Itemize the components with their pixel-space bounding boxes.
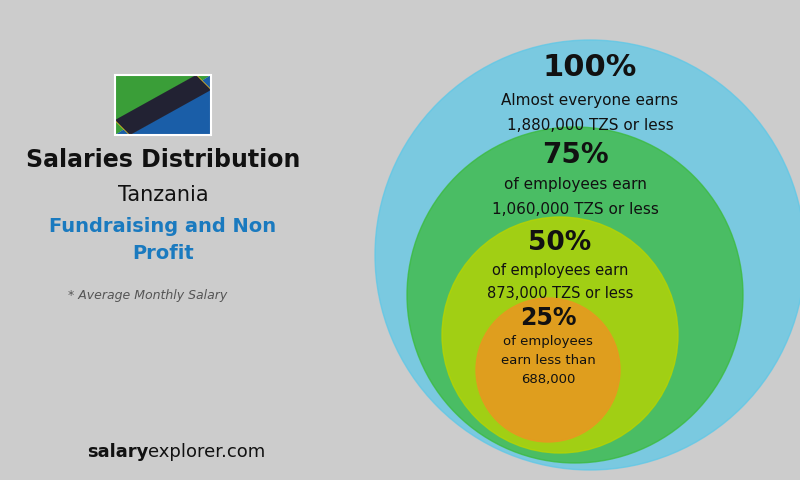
Circle shape [442, 217, 678, 453]
Polygon shape [115, 75, 211, 135]
Polygon shape [115, 75, 211, 135]
Polygon shape [115, 75, 211, 135]
Circle shape [375, 40, 800, 470]
Text: salary: salary [86, 443, 148, 461]
Text: earn less than: earn less than [501, 355, 595, 368]
Text: 1,060,000 TZS or less: 1,060,000 TZS or less [491, 202, 658, 216]
Text: of employees: of employees [503, 336, 593, 348]
Text: Fundraising and Non
Profit: Fundraising and Non Profit [50, 217, 277, 263]
Text: 873,000 TZS or less: 873,000 TZS or less [487, 286, 633, 300]
Circle shape [476, 298, 620, 442]
Text: of employees earn: of employees earn [492, 264, 628, 278]
Text: 75%: 75% [542, 141, 608, 169]
Circle shape [407, 127, 743, 463]
Text: Tanzania: Tanzania [118, 185, 208, 205]
Text: 25%: 25% [520, 306, 576, 330]
Text: Salaries Distribution: Salaries Distribution [26, 148, 300, 172]
Polygon shape [115, 75, 211, 135]
Text: 1,880,000 TZS or less: 1,880,000 TZS or less [506, 118, 674, 132]
Text: 100%: 100% [543, 53, 637, 83]
Text: * Average Monthly Salary: * Average Monthly Salary [68, 288, 228, 301]
Text: 50%: 50% [528, 230, 592, 256]
Text: explorer.com: explorer.com [148, 443, 266, 461]
Text: of employees earn: of employees earn [503, 178, 646, 192]
Text: 688,000: 688,000 [521, 372, 575, 385]
Text: Almost everyone earns: Almost everyone earns [502, 93, 678, 108]
